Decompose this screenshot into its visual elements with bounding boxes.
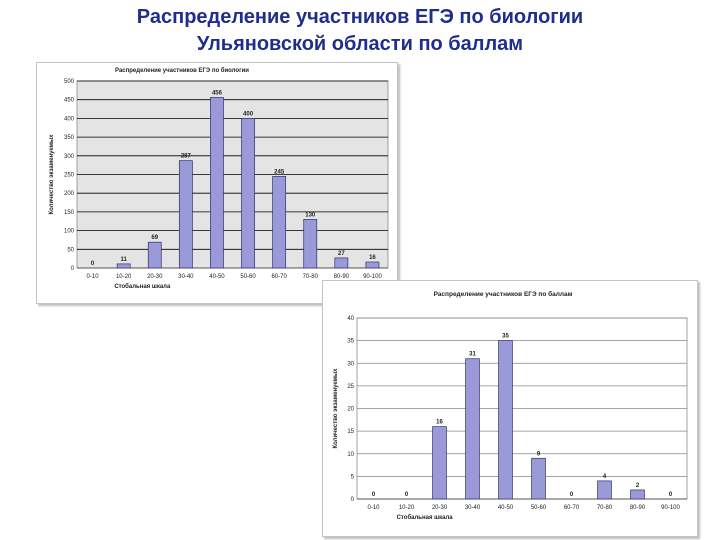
y-tick-label: 100 [64,229,75,235]
data-label-30-40: 31 [469,352,476,358]
y-tick-label: 400 [64,116,75,122]
x-tick-label: 50-60 [531,505,547,511]
x-tick-label: 50-60 [240,274,256,280]
x-tick-label: 90-100 [363,274,382,280]
data-label-20-30: 69 [151,235,158,241]
data-label-90-100: 0 [669,492,673,498]
x-tick-label: 10-20 [399,505,415,511]
chart-title: Распределение участников ЕГЭ по баллам [434,290,573,298]
y-tick-label: 10 [347,452,354,458]
bar-50-60 [531,457,546,500]
data-label-40-50: 35 [502,334,509,340]
y-tick-label: 15 [347,429,354,435]
x-tick-label: 20-30 [432,505,448,511]
x-tick-label: 70-80 [597,505,613,511]
bar-40-50 [498,340,513,500]
x-tick-label: 20-30 [147,274,163,280]
bar-70-80 [597,480,612,500]
slide-title: Распределение участников ЕГЭ по биологии… [0,4,720,58]
x-tick-label: 30-40 [465,505,481,511]
chart-biology-scores-svg: Распределение участников ЕГЭ по биологии… [49,67,389,290]
bar-50-60 [241,118,255,269]
data-label-80-90: 2 [636,483,640,489]
x-tick-label: 40-50 [498,505,514,511]
data-label-80-90: 27 [338,251,345,257]
x-tick-label: 90-100 [661,505,680,511]
bar-90-100 [365,261,380,269]
y-tick-label: 350 [64,135,75,141]
y-tick-label: 150 [64,210,75,216]
data-label-30-40: 287 [181,154,192,160]
x-tick-label: 40-50 [209,274,225,280]
y-tick-label: 50 [67,247,74,253]
chart-title: Распределение участников ЕГЭ по биологии [115,67,249,74]
y-tick-label: 250 [64,173,75,179]
y-tick-label: 500 [64,79,75,85]
data-label-0-10: 0 [372,492,376,498]
data-label-50-60: 400 [243,111,254,117]
data-label-0-10: 0 [91,261,95,267]
y-tick-label: 0 [71,266,75,272]
y-tick-label: 20 [347,407,354,413]
y-tick-label: 0 [351,497,355,503]
bar-80-90 [334,257,349,269]
y-axis-label: Количество экзаменуемых [333,368,339,449]
data-label-40-50: 456 [212,90,223,96]
data-label-20-30: 16 [436,420,443,426]
x-tick-label: 10-20 [116,274,132,280]
chart-biology-scores: Распределение участников ЕГЭ по биологии… [36,62,398,304]
data-label-60-70: 245 [274,169,285,175]
data-label-90-100: 16 [369,255,376,261]
data-label-50-60: 9 [537,451,541,457]
y-tick-label: 300 [64,154,75,160]
slide-title-line-1: Распределение участников ЕГЭ по биологии [136,6,584,28]
y-tick-label: 35 [347,339,354,345]
y-tick-label: 200 [64,191,75,197]
x-tick-label: 60-70 [271,274,287,280]
x-tick-label: 80-90 [334,274,350,280]
bar-30-40 [178,160,193,269]
x-tick-label: 60-70 [564,505,580,511]
y-tick-label: 30 [347,361,354,367]
x-axis-label: Стобальная шкала [397,514,454,521]
data-label-10-20: 11 [120,257,127,263]
bar-20-30 [432,426,447,500]
bar-60-70 [272,176,287,269]
bar-30-40 [465,358,480,500]
y-axis-label: Количество экзаменуемых [49,134,55,215]
x-tick-label: 30-40 [178,274,194,280]
bar-20-30 [147,241,162,269]
slide-title-line-2: Ульяновской области по баллам [196,33,524,55]
x-tick-label: 70-80 [303,274,319,280]
bar-10-20 [116,263,131,269]
chart-scores-distribution-svg: Распределение участников ЕГЭ по баллам 0 5… [333,290,688,521]
y-tick-label: 5 [351,474,355,480]
y-tick-label: 25 [347,384,354,390]
bar-40-50 [210,97,224,269]
chart-scores-distribution: Распределение участников ЕГЭ по баллам 0 5… [322,280,698,537]
x-tick-label: 0-10 [367,505,380,511]
data-label-70-80: 4 [603,474,607,480]
bar-70-80 [303,219,318,269]
x-tick-label: 0-10 [87,274,100,280]
y-tick-label: 450 [64,98,75,104]
data-label-10-20: 0 [405,492,409,498]
data-label-60-70: 0 [570,492,574,498]
bar-80-90 [630,489,645,500]
x-axis-label: Стобальная шкала [114,283,171,290]
x-tick-label: 80-90 [630,505,646,511]
data-label-70-80: 130 [305,212,316,218]
y-tick-label: 40 [347,316,354,322]
